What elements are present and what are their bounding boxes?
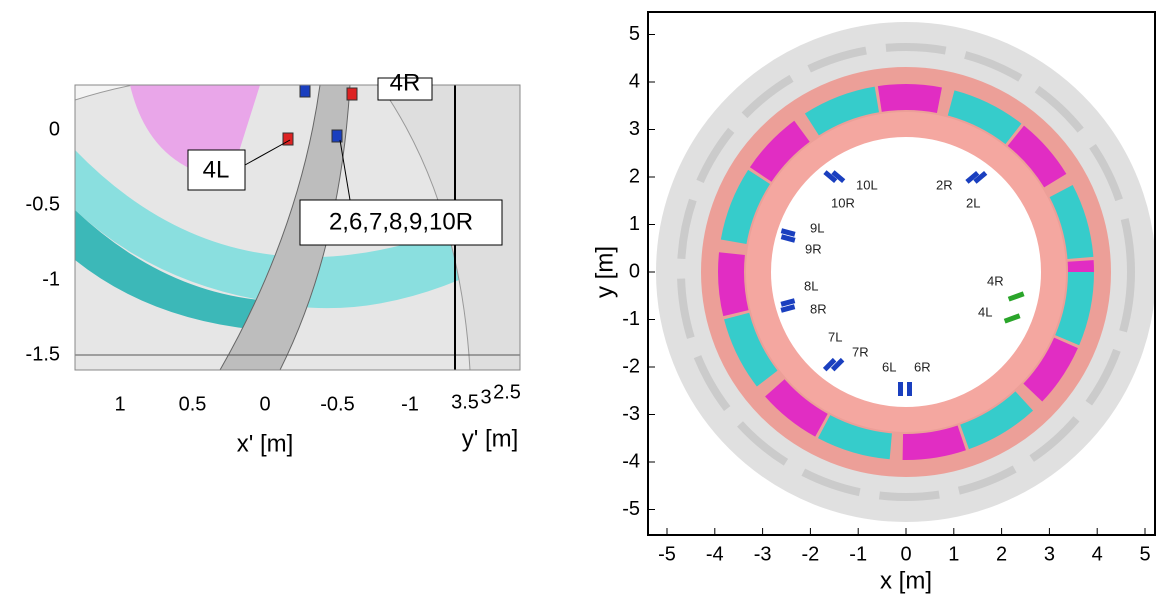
coil-label: 2L	[966, 195, 980, 210]
x-axis-label: x' [m]	[237, 430, 294, 457]
annotation: 2,6,7,8,9,10R	[329, 208, 473, 235]
x-tick-label: -5	[658, 543, 676, 565]
annotation-box	[377, 77, 433, 101]
x-tick-label: 0	[259, 393, 270, 415]
y-tick-label: -2	[622, 355, 640, 377]
x-tick-label: 0	[900, 543, 911, 565]
coil-label: 7R	[852, 344, 869, 359]
coil-label: 10L	[856, 177, 878, 192]
y-tick-label: 0	[49, 118, 60, 140]
annotation: 4L	[203, 156, 230, 183]
x-tick-label: 4	[1092, 543, 1103, 565]
y2-tick-label: 2.5	[493, 381, 521, 403]
coil-label: 9R	[805, 241, 822, 256]
x-tick-label: -4	[706, 543, 724, 565]
x-tick-label: -1	[849, 543, 867, 565]
coil-label: 7L	[828, 329, 842, 344]
y-tick-label: 5	[629, 23, 640, 45]
annotation: 4R	[390, 69, 421, 96]
coil-label: 2R	[936, 177, 953, 192]
leader	[339, 139, 351, 201]
y-tick-label: -1.5	[26, 343, 60, 365]
x-tick-label: 0.5	[179, 393, 207, 415]
x-axis-label: x [m]	[880, 567, 932, 594]
y-tick-label: -0.5	[26, 193, 60, 215]
x-tick-label: -1	[401, 393, 419, 415]
coil-label: 8R	[810, 301, 827, 316]
right-frame	[647, 11, 1156, 536]
y-tick-label: 2	[629, 165, 640, 187]
coil-label: 8L	[804, 278, 818, 293]
y-tick-label: -5	[622, 498, 640, 520]
x-tick-label: 5	[1139, 543, 1150, 565]
left-frame	[74, 84, 521, 371]
coil-label: 6R	[914, 359, 931, 374]
x-tick-label: 3	[1044, 543, 1055, 565]
y-tick-label: 0	[629, 260, 640, 282]
x-tick-label: 2	[996, 543, 1007, 565]
coil-label: 9L	[810, 220, 824, 235]
x-tick-label: -2	[802, 543, 820, 565]
leader	[244, 139, 291, 166]
y-tick-label: -1	[42, 268, 60, 290]
y-tick-label: -1	[622, 308, 640, 330]
coil-label: 6L	[882, 359, 896, 374]
y2-tick-label: 3.5	[451, 391, 479, 413]
coil-label: 10R	[831, 195, 855, 210]
right-render	[656, 22, 1155, 522]
x-tick-label: 1	[948, 543, 959, 565]
y2-axis-label: y' [m]	[462, 425, 519, 452]
y-tick-label: 1	[629, 213, 640, 235]
y-tick-label: -4	[622, 450, 640, 472]
y-tick-label: 4	[629, 70, 640, 92]
annotation-box	[187, 149, 246, 191]
y-tick-label: -3	[622, 403, 640, 425]
coil-label: 4R	[987, 273, 1004, 288]
y-axis-label: y [m]	[591, 246, 618, 298]
x-tick-label: -3	[754, 543, 772, 565]
coil-label: 4L	[978, 304, 992, 319]
annotation-box	[299, 199, 503, 246]
y-tick-label: 3	[629, 118, 640, 140]
y2-tick-label: 3	[480, 386, 491, 408]
x-tick-label: -0.5	[320, 393, 354, 415]
x-tick-label: 1	[114, 393, 125, 415]
